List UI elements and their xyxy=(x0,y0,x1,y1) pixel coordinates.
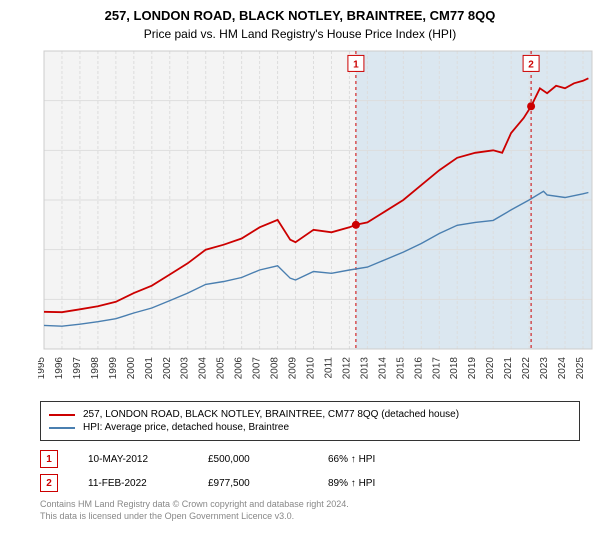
svg-text:2002: 2002 xyxy=(162,357,173,380)
svg-text:2008: 2008 xyxy=(270,357,281,380)
marker-pct: 66% ↑ HPI xyxy=(328,454,418,465)
svg-text:2014: 2014 xyxy=(377,357,388,380)
svg-text:2007: 2007 xyxy=(252,357,263,380)
svg-text:2001: 2001 xyxy=(144,357,155,380)
legend-label: 257, LONDON ROAD, BLACK NOTLEY, BRAINTRE… xyxy=(83,409,459,420)
svg-text:2020: 2020 xyxy=(485,357,496,380)
svg-text:2022: 2022 xyxy=(521,357,532,380)
legend-row: HPI: Average price, detached house, Brai… xyxy=(49,421,571,434)
svg-text:2011: 2011 xyxy=(323,357,334,379)
legend-label: HPI: Average price, detached house, Brai… xyxy=(83,422,289,433)
credits: Contains HM Land Registry data © Crown c… xyxy=(40,499,580,522)
svg-text:2004: 2004 xyxy=(198,357,209,380)
marker-row: 1 10-MAY-2012 £500,000 66% ↑ HPI xyxy=(40,447,580,471)
marker-badge: 1 xyxy=(40,450,58,468)
marker-pct: 89% ↑ HPI xyxy=(328,478,418,489)
legend-swatch xyxy=(49,427,75,429)
marker-price: £977,500 xyxy=(208,478,298,489)
svg-text:1996: 1996 xyxy=(54,357,65,380)
svg-text:2016: 2016 xyxy=(413,357,424,380)
svg-text:1998: 1998 xyxy=(90,357,101,380)
marker-date: 10-MAY-2012 xyxy=(88,454,178,465)
svg-text:2025: 2025 xyxy=(575,357,586,380)
svg-text:2017: 2017 xyxy=(431,357,442,380)
svg-text:1: 1 xyxy=(353,59,359,70)
legend-box: 257, LONDON ROAD, BLACK NOTLEY, BRAINTRE… xyxy=(40,401,580,441)
marker-price: £500,000 xyxy=(208,454,298,465)
marker-badge: 2 xyxy=(40,474,58,492)
svg-text:2019: 2019 xyxy=(467,357,478,380)
chart-area: £0£200K£400K£600K£800K£1M£1.2M1995199619… xyxy=(38,45,598,395)
svg-text:2010: 2010 xyxy=(306,357,317,380)
page-title: 257, LONDON ROAD, BLACK NOTLEY, BRAINTRE… xyxy=(0,0,600,23)
legend-swatch xyxy=(49,414,75,416)
svg-text:2009: 2009 xyxy=(288,357,299,380)
svg-text:2012: 2012 xyxy=(341,357,352,380)
svg-text:2013: 2013 xyxy=(359,357,370,380)
svg-text:2023: 2023 xyxy=(539,357,550,380)
svg-text:2024: 2024 xyxy=(557,357,568,380)
svg-text:2021: 2021 xyxy=(503,357,514,380)
chart-svg: £0£200K£400K£600K£800K£1M£1.2M1995199619… xyxy=(38,45,598,395)
svg-text:2000: 2000 xyxy=(126,357,137,380)
svg-text:2015: 2015 xyxy=(395,357,406,380)
svg-text:2: 2 xyxy=(528,59,534,70)
legend-row: 257, LONDON ROAD, BLACK NOTLEY, BRAINTRE… xyxy=(49,408,571,421)
svg-text:2003: 2003 xyxy=(180,357,191,380)
credits-line-1: Contains HM Land Registry data © Crown c… xyxy=(40,499,580,511)
marker-row: 2 11-FEB-2022 £977,500 89% ↑ HPI xyxy=(40,471,580,495)
marker-date: 11-FEB-2022 xyxy=(88,478,178,489)
credits-line-2: This data is licensed under the Open Gov… xyxy=(40,511,580,523)
svg-text:1995: 1995 xyxy=(38,357,47,380)
svg-text:2006: 2006 xyxy=(234,357,245,380)
page-subtitle: Price paid vs. HM Land Registry's House … xyxy=(0,23,600,45)
svg-text:1997: 1997 xyxy=(72,357,83,380)
svg-text:2005: 2005 xyxy=(216,357,227,380)
svg-text:1999: 1999 xyxy=(108,357,119,380)
marker-table: 1 10-MAY-2012 £500,000 66% ↑ HPI 2 11-FEB-202… xyxy=(40,447,580,495)
svg-text:2018: 2018 xyxy=(449,357,460,380)
